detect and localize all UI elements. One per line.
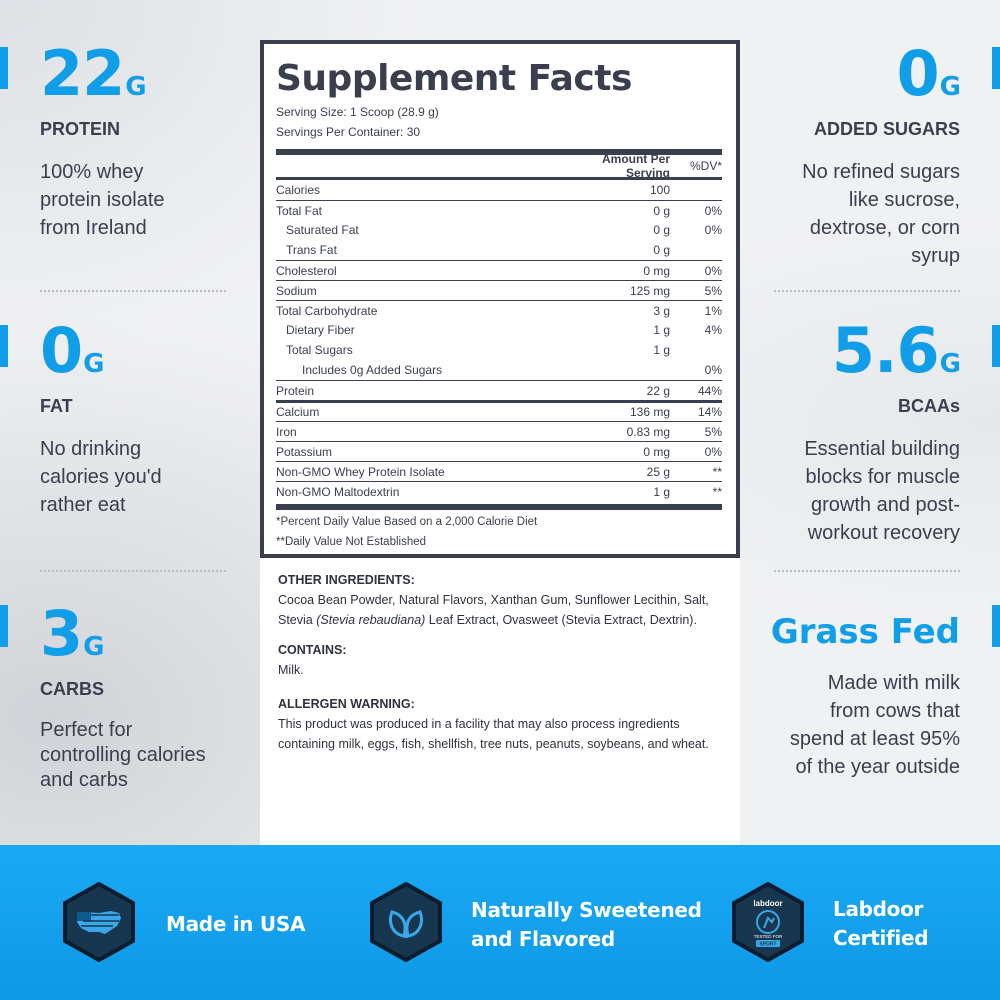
stat-value: 5.6G xyxy=(831,314,961,387)
contains-text: Milk. xyxy=(278,663,304,677)
badge-label: Labdoor Certified xyxy=(833,897,929,950)
stat-fat: 0G FAT No drinking calories you'd rather e… xyxy=(40,320,260,519)
accent-bar xyxy=(0,47,8,89)
accent-bar xyxy=(992,47,1000,89)
other-ingredients-text: Cocoa Bean Powder, Natural Flavors, Xant… xyxy=(278,593,709,627)
rule-thick xyxy=(276,149,722,155)
labdoor-icon: labdoor TESTED FOR SPORT xyxy=(732,882,804,962)
badge-label: Naturally Sweetened and Flavored xyxy=(471,898,702,951)
accent-bar xyxy=(992,605,1000,647)
other-ingredients: OTHER INGREDIENTS: Cocoa Bean Powder, Na… xyxy=(278,570,728,630)
svg-text:TESTED FOR: TESTED FOR xyxy=(754,934,783,939)
stat-grass-fed: Grass Fed Made with milk from cows that sp… xyxy=(720,615,960,781)
facts-row: Non-GMO Maltodextrin 1 g ** xyxy=(276,481,722,501)
allergen-heading: ALLERGEN WARNING: xyxy=(278,697,415,711)
stat-added-sugars: 0G ADDED SUGARS No refined sugars like su… xyxy=(740,37,962,270)
facts-header-row: Amount Per Serving %DV* xyxy=(276,152,722,180)
facts-row: Sodium 125 mg 5% xyxy=(276,280,722,300)
footnote-not-established: **Daily Value Not Established xyxy=(276,536,427,548)
stat-label: FAT xyxy=(40,396,73,416)
facts-row: Total Carbohydrate 3 g 1% xyxy=(276,300,722,320)
supplement-facts-table: Supplement Facts Serving Size: 1 Scoop (… xyxy=(260,40,740,558)
stat-headline: Grass Fed xyxy=(770,612,960,652)
badge-bar: Made in USA Naturally Sweetened and Flav… xyxy=(0,845,1000,1000)
col-dv-header: %DV* xyxy=(689,159,722,173)
stat-description: Made with milk from cows that spend at lea… xyxy=(789,672,960,778)
facts-row: Calories 100 xyxy=(276,183,670,197)
allergen-text: This product was produced in a facility … xyxy=(278,717,709,751)
allergen-warning: ALLERGEN WARNING: This product was produ… xyxy=(278,694,728,754)
facts-row: Total Fat 0 g 0% xyxy=(276,200,722,220)
stat-description: Perfect for controlling calories and carbs xyxy=(40,719,206,791)
stat-description: 100% whey protein isolate from Ireland xyxy=(40,161,165,239)
facts-title: Supplement Facts xyxy=(276,58,632,99)
leaf-icon xyxy=(370,882,442,962)
stat-description: No drinking calories you'd rather eat xyxy=(40,438,162,516)
facts-row: Calcium 136 mg 14% xyxy=(276,400,722,421)
other-ingredients-heading: OTHER INGREDIENTS: xyxy=(278,573,415,587)
badge-label: Made in USA xyxy=(166,912,306,936)
stat-label: CARBS xyxy=(40,679,105,699)
stat-value: 0G xyxy=(40,314,105,387)
usa-map-icon xyxy=(63,882,135,962)
stat-carbs: 3G CARBS Perfect for controlling calories… xyxy=(40,603,260,793)
accent-bar xyxy=(0,325,8,367)
facts-row: Trans Fat 0 g xyxy=(286,243,670,257)
stat-description: No refined sugars like sucrose, dextrose, … xyxy=(802,161,960,267)
ingredients-section: OTHER INGREDIENTS: Cocoa Bean Powder, Na… xyxy=(278,570,728,764)
stat-label: ADDED SUGARS xyxy=(813,119,960,139)
stat-description: Essential building blocks for muscle growt… xyxy=(804,438,960,544)
svg-text:labdoor: labdoor xyxy=(753,899,782,908)
divider xyxy=(774,290,960,292)
facts-row: Potassium 0 mg 0% xyxy=(276,441,722,461)
divider xyxy=(774,570,960,572)
servings-per-container: Servings Per Container: 30 xyxy=(276,125,421,139)
stat-protein: 22G PROTEIN 100% whey protein isolate from… xyxy=(40,43,260,242)
stat-value: 22G xyxy=(40,37,147,110)
divider xyxy=(40,570,226,572)
facts-row: Total Sugars 1 g xyxy=(286,343,670,357)
stat-label: BCAAs xyxy=(897,396,960,416)
accent-bar xyxy=(0,605,8,647)
stat-bcaas: 5.6G BCAAs Essential building blocks for … xyxy=(740,314,961,547)
rule-medium xyxy=(276,177,722,180)
svg-text:SPORT: SPORT xyxy=(759,942,776,948)
facts-row: Protein 22 g 44% xyxy=(276,380,722,400)
facts-row: Includes 0g Added Sugars 0% xyxy=(302,363,722,377)
facts-row: Saturated Fat 0 g 0% xyxy=(286,223,722,237)
facts-row: Cholesterol 0 mg 0% xyxy=(276,260,722,280)
serving-size: Serving Size: 1 Scoop (28.9 g) xyxy=(276,105,439,119)
footnote-dv: *Percent Daily Value Based on a 2,000 Ca… xyxy=(276,516,538,528)
contains: CONTAINS: Milk. xyxy=(278,640,728,680)
accent-bar xyxy=(992,325,1000,367)
contains-heading: CONTAINS: xyxy=(278,643,347,657)
stat-label: PROTEIN xyxy=(40,119,121,139)
facts-row: Iron 0.83 mg 5% xyxy=(276,421,722,441)
stat-value: 0G xyxy=(896,37,962,110)
rule-thick xyxy=(276,504,722,510)
stat-value: 3G xyxy=(40,597,105,670)
divider xyxy=(40,290,226,292)
facts-row: Non-GMO Whey Protein Isolate 25 g ** xyxy=(276,461,722,481)
col-amount-header: Amount Per Serving xyxy=(601,152,670,180)
facts-row: Dietary Fiber 1 g 4% xyxy=(286,323,722,337)
